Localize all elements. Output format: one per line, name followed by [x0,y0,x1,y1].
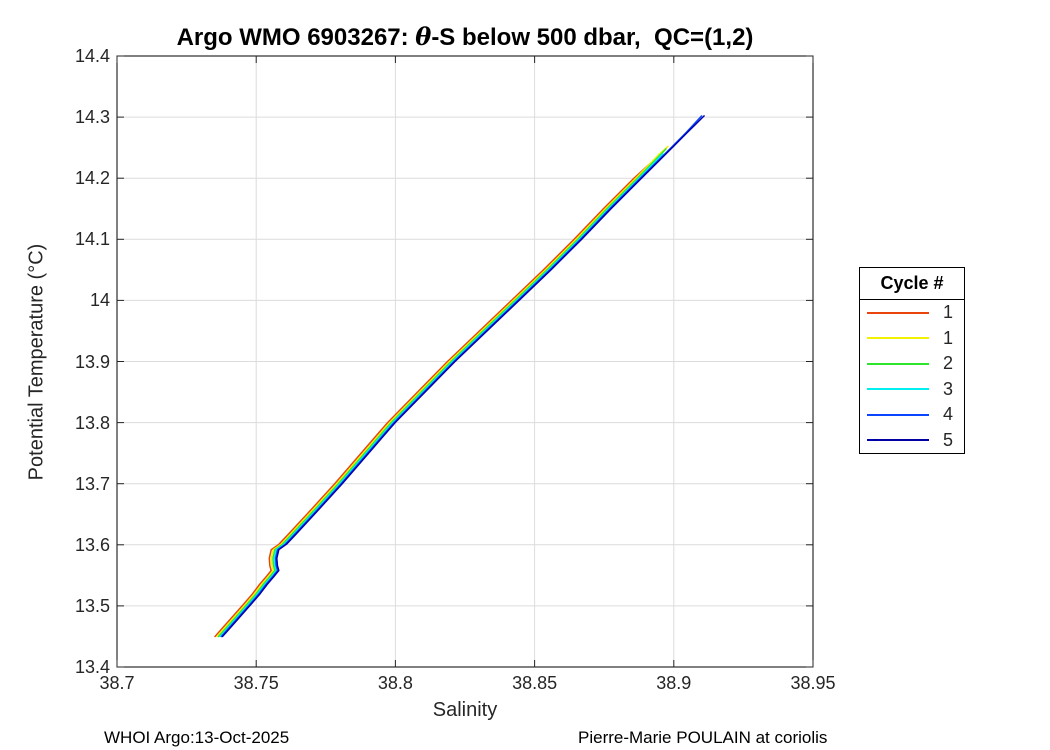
legend-line-sample [867,413,929,416]
legend-line-sample [867,439,929,442]
series-line-cycle-4 [220,115,703,638]
legend-rows: 1 1 2 3 4 5 [860,300,964,453]
x-tick-label: 38.7 [99,673,135,693]
x-tick-label: 38.8 [377,673,413,693]
y-tick-label: 14.4 [74,46,110,66]
y-tick-label: 14.1 [74,229,110,250]
legend-entry: 5 [860,428,964,454]
y-tick-label: 14.2 [74,168,110,189]
chart-title-suffix: -S below 500 dbar, QC=(1,2) [431,24,754,51]
legend-entry-label: 1 [942,327,953,348]
legend-entry-label: 3 [942,378,953,399]
x-tick-label: 38.75 [233,673,279,693]
y-tick-label: 13.9 [74,351,110,372]
legend-box: Cycle # 1 1 2 3 4 5 [859,267,965,454]
series-line-cycle-2 [217,148,667,638]
theta-symbol: θ [415,22,432,51]
series-line-cycle-5 [221,115,705,638]
y-tick-label: 14 [89,290,110,311]
legend-entry: 3 [860,377,964,403]
legend-entry-label: 5 [942,429,953,450]
y-tick-label: 14.3 [74,107,110,128]
series-line-cycle-3 [219,153,664,638]
x-tick-label: 38.95 [790,673,836,693]
chart-title: Argo WMO 6903267: θ-S below 500 dbar, QC… [117,22,813,52]
y-tick-label: 13.5 [74,595,110,616]
x-axis-label: Salinity [432,699,498,721]
legend-entry-label: 1 [942,302,953,323]
legend-entry: 2 [860,351,964,377]
legend-line-sample [867,388,929,391]
legend-entry-label: 4 [942,404,953,425]
legend-entry: 4 [860,402,964,428]
chart-title-prefix: Argo WMO 6903267: [176,24,416,51]
legend-entry: 1 [860,326,964,352]
legend-title: Cycle # [860,268,964,300]
legend-line-sample [867,337,929,340]
y-tick-label: 13.7 [74,473,110,494]
x-tick-label: 38.9 [656,673,692,693]
y-tick-label: 13.4 [74,657,110,677]
series-line-cycle-1 [214,161,653,638]
legend-entry-label: 2 [942,353,953,374]
footer-credit-left: WHOI Argo:13-Oct-2025 [104,728,290,747]
legend-entry: 1 [860,300,964,326]
legend-line-sample [867,362,929,365]
footer-credit-right: Pierre-Marie POULAIN at coriolis [578,728,828,747]
x-tick-label: 38.85 [512,673,558,693]
legend-line-sample [867,311,929,314]
y-tick-label: 13.8 [74,412,110,433]
y-tick-label: 13.6 [74,534,110,555]
series-line-cycle-1 [216,145,669,638]
